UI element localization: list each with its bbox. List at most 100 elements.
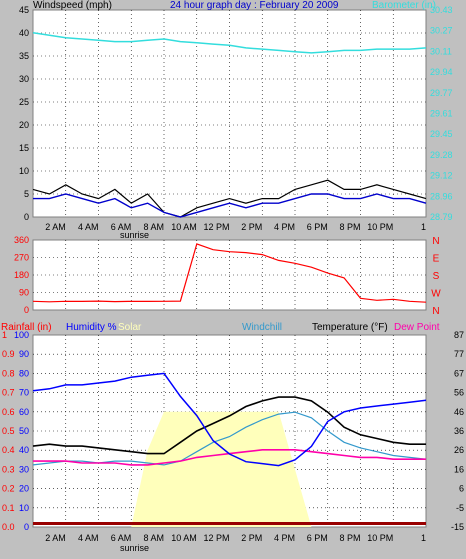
direction-axis: 0 90 180 270 360: [14, 235, 29, 315]
solar-area: [33, 411, 426, 527]
windchill-label: Windchill: [242, 322, 282, 333]
x-tick-label: 2 AM: [45, 533, 66, 543]
y-tick-label: 40: [19, 28, 29, 38]
y-tick-label: 0.0: [2, 522, 15, 532]
y-tick-label: 29.28: [430, 150, 453, 160]
y-tick-label: 0.3: [2, 464, 15, 474]
y-tick-label: 100: [14, 330, 29, 340]
x-tick-label: 6 AM: [111, 222, 132, 232]
panel1-grid: [33, 10, 426, 217]
y-tick-label: 67: [454, 368, 464, 378]
dewpoint-label: Dew Point: [394, 322, 440, 333]
panel3-time-axis: 2 AM 4 AM 6 AM 8 AM 10 AM 12 PM 2 PM 4 PM 6 PM 8 …: [45, 533, 426, 553]
y-tick-label: 30.11: [430, 46, 452, 56]
y-tick-label: 90: [19, 349, 29, 359]
x-tick-label: 4 PM: [274, 222, 295, 232]
y-tick-label: 0: [24, 522, 29, 532]
sunrise-label: sunrise: [120, 230, 149, 240]
solar-label: Solar: [118, 322, 142, 333]
y-tick-label: 0.6: [2, 407, 15, 417]
rainfall-bar: [33, 522, 426, 525]
y-tick-label: 0.4: [2, 445, 15, 455]
compass-label: E: [433, 254, 440, 265]
compass-label: W: [431, 289, 441, 300]
wind-average-series: [33, 193, 427, 218]
sunrise-label: sunrise: [120, 543, 149, 553]
x-tick-label: 10 PM: [367, 222, 393, 232]
y-tick-label: 20: [19, 484, 29, 494]
compass-label: N: [432, 236, 439, 247]
panel3-series: [32, 372, 427, 527]
x-tick-label: 1: [421, 222, 426, 232]
y-tick-label: 77: [454, 349, 464, 359]
y-tick-label: 90: [19, 288, 29, 298]
y-tick-label: 60: [19, 407, 29, 417]
y-tick-label: 36: [454, 426, 464, 436]
x-tick-label: 12 PM: [203, 222, 229, 232]
x-tick-label: 8 PM: [339, 533, 360, 543]
y-tick-label: 29.94: [430, 67, 453, 77]
y-tick-label: 26: [454, 445, 464, 455]
y-tick-label: -15: [451, 522, 464, 532]
humidity-axis: 0 10 20 30 40 50 60 70 80 90 100: [14, 330, 29, 532]
y-tick-label: 25: [19, 97, 29, 107]
y-tick-label: 6: [459, 484, 464, 494]
y-tick-label: 16: [454, 464, 464, 474]
x-tick-label: 6 PM: [307, 222, 328, 232]
y-tick-label: 0: [24, 212, 29, 222]
y-tick-label: 28.96: [430, 191, 453, 201]
rainfall-axis: 0.0 0.1 0.2 0.3 0.4 0.5 0.6 0.7 0.8 0.9 1: [2, 330, 15, 532]
y-tick-label: 46: [454, 407, 464, 417]
panel2-grid: [33, 240, 426, 310]
y-tick-label: 0.1: [2, 503, 15, 513]
y-tick-label: 28.79: [430, 212, 453, 222]
x-tick-label: 1: [421, 533, 426, 543]
y-tick-label: 30: [19, 464, 29, 474]
y-tick-label: 10: [19, 503, 29, 513]
x-tick-label: 4 AM: [78, 533, 99, 543]
y-tick-label: 10: [19, 166, 29, 176]
y-tick-label: 15: [19, 143, 29, 153]
y-tick-label: 30.43: [430, 5, 453, 15]
y-tick-label: 0.8: [2, 368, 15, 378]
x-tick-label: 10 PM: [367, 533, 393, 543]
windspeed-axis-label: Windspeed (mph): [33, 0, 112, 11]
x-tick-label: 12 PM: [203, 533, 229, 543]
y-tick-label: 29.61: [430, 109, 453, 119]
temperature-axis: -15 -5 6 16 26 36 46 56 67 77 87: [451, 330, 464, 532]
windspeed-series: [32, 179, 427, 218]
rainfall-label: Rainfall (in): [1, 322, 52, 333]
y-tick-label: 5: [24, 189, 29, 199]
panel1-plot-area: [32, 9, 427, 218]
x-tick-label: 4 AM: [78, 222, 99, 232]
x-tick-label: 6 AM: [111, 533, 132, 543]
y-tick-label: 0.9: [2, 349, 15, 359]
x-tick-label: 8 AM: [143, 222, 164, 232]
y-tick-label: 29.12: [430, 171, 453, 181]
humidity-label: Humidity %: [66, 322, 117, 333]
y-tick-label: 20: [19, 120, 29, 130]
y-tick-label: 30: [19, 74, 29, 84]
y-tick-label: 30.27: [430, 26, 453, 36]
temperature-series: [32, 396, 426, 455]
y-tick-label: 80: [19, 368, 29, 378]
barometer-series: [32, 31, 427, 54]
panel1-series: [32, 31, 427, 218]
temperature-label: Temperature (°F): [312, 322, 388, 333]
y-tick-label: 70: [19, 388, 29, 398]
x-tick-label: 6 PM: [307, 533, 328, 543]
windspeed-axis: 0 5 10 15 20 25 30 35 40 45: [19, 5, 29, 222]
y-tick-label: 87: [454, 330, 464, 340]
x-tick-label: 10 AM: [171, 222, 197, 232]
y-tick-label: 29.45: [430, 129, 453, 139]
barometer-axis-label: Barometer (in): [372, 0, 436, 11]
x-tick-label: 10 AM: [171, 533, 197, 543]
barometer-axis: 28.79 28.96 29.12 29.28 29.45 29.61 29.77 29.94…: [430, 5, 453, 222]
y-tick-label: 0.2: [2, 484, 15, 494]
x-tick-label: 2 AM: [45, 222, 66, 232]
y-tick-label: 0.7: [2, 388, 15, 398]
y-tick-label: 1: [2, 330, 7, 340]
